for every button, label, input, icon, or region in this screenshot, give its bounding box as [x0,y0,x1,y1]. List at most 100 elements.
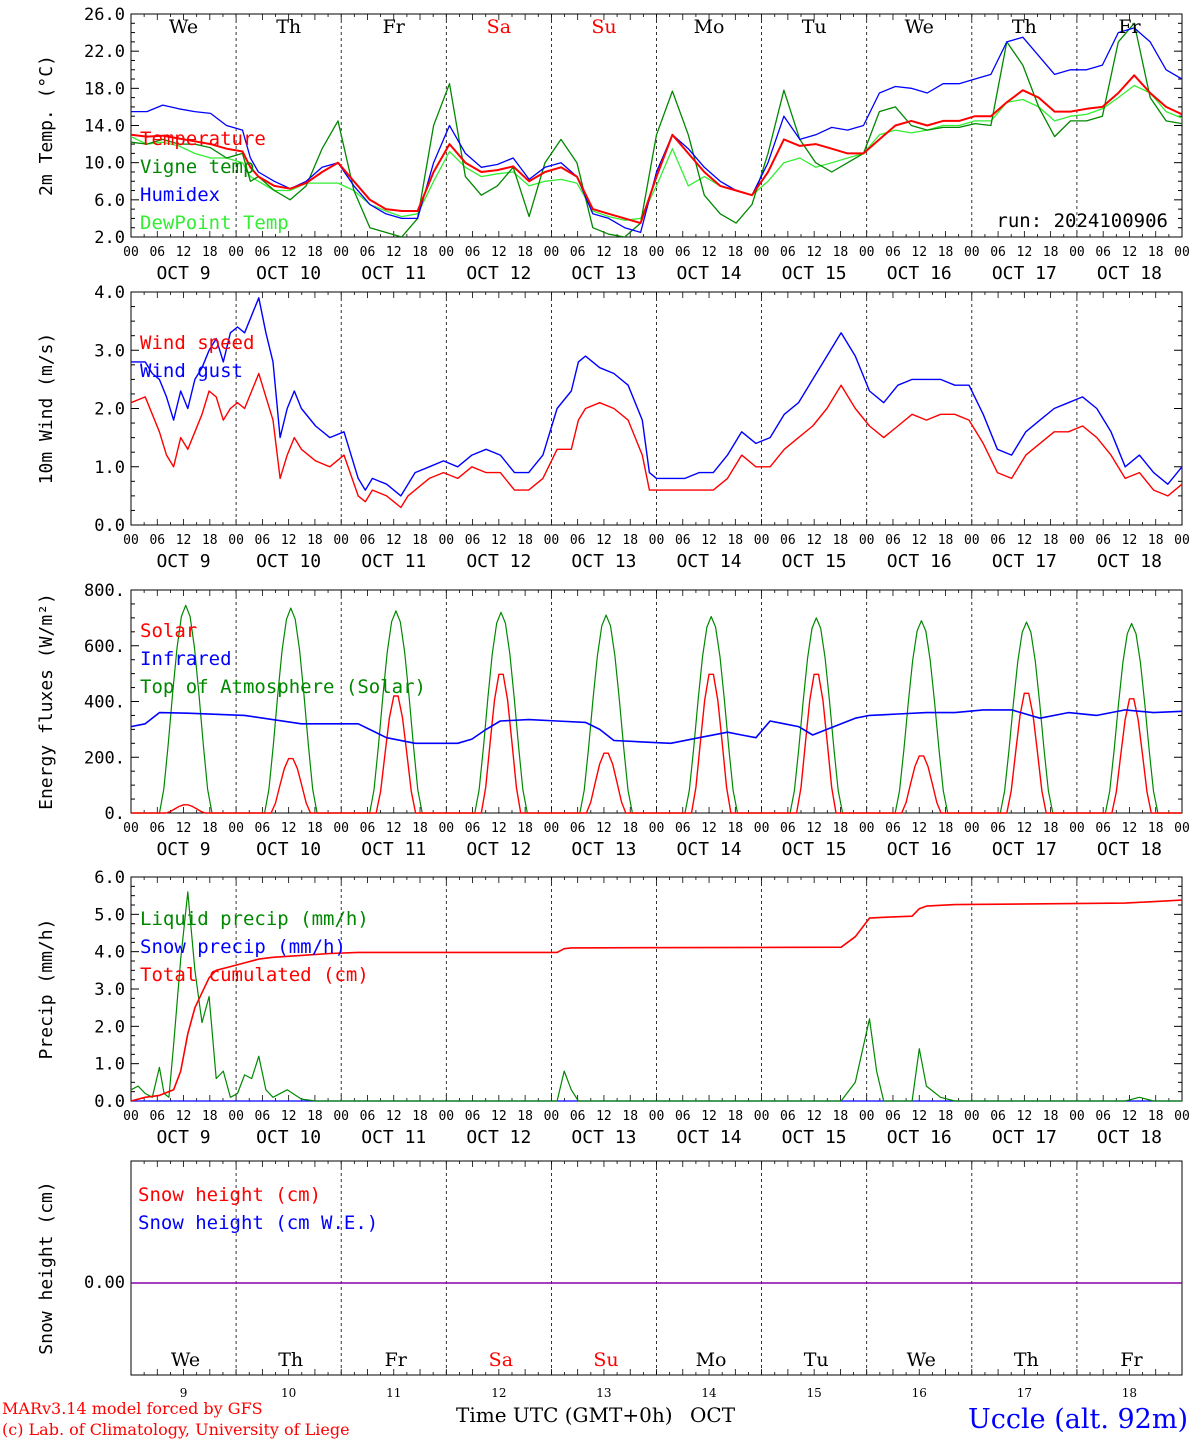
date-label: OCT 18 [1097,1127,1162,1148]
hour-tick-label: 18 [1148,821,1164,836]
hour-tick-label: 12 [596,533,612,548]
hour-tick-label: 18 [412,533,428,548]
hour-tick-label: 06 [675,1109,691,1124]
hour-tick-label: 06 [780,533,796,548]
legend-entry: Humidex [140,184,220,206]
hour-tick-label: 12 [701,1109,717,1124]
panel-snow: 0.00 Snow height (cm) Snow height (cm) Snow… [36,1160,1183,1400]
panel-temp: 2.0 6.0 10.0 14.0 18.0 22.0 26.0 2m Temp. (°C) 0… [36,5,1190,284]
hour-tick-label: 00 [1174,533,1190,548]
hour-tick-label: 12 [1017,245,1033,260]
y-tick-label: 0. [105,804,125,824]
hour-tick-label: 12 [491,533,507,548]
y-tick-label: 26.0 [84,5,125,25]
date-label: OCT 12 [466,263,531,284]
hour-tick-label: 00 [123,821,139,836]
hour-tick-label: 12 [176,245,192,260]
hour-tick-label: 18 [938,821,954,836]
y-tick-label: 3.0 [94,341,125,361]
y-tick-label: 2.0 [94,400,125,420]
day-name: Sa [489,1349,513,1371]
hour-tick-label: 12 [911,821,927,836]
hour-tick-label: 00 [1069,245,1085,260]
hour-tick-label: 00 [859,533,875,548]
date-label: OCT 10 [256,839,321,860]
hour-tick-label: 18 [1043,1109,1059,1124]
hour-tick-label: 00 [333,821,349,836]
hour-tick-label: 18 [833,821,849,836]
day-number: 11 [386,1386,401,1400]
panel-wind: 0.0 1.0 2.0 3.0 4.0 10m Wind (m/s) 00 06 12 18 00 0… [36,283,1190,572]
hour-tick-label: 00 [649,1109,665,1124]
hour-tick-label: 18 [1148,1109,1164,1124]
y-tick-label: 1.0 [94,458,125,478]
y-tick-label: 5.0 [94,905,125,925]
hour-tick-label: 18 [412,245,428,260]
hour-tick-label: 06 [885,245,901,260]
hour-tick-label: 06 [1095,1109,1111,1124]
hour-tick-label: 12 [176,821,192,836]
date-label: OCT 15 [782,839,847,860]
hour-tick-label: 18 [307,821,323,836]
hour-tick-label: 18 [833,245,849,260]
run-label: run: 2024100906 [996,210,1168,232]
hour-tick-label: 12 [491,821,507,836]
date-label: OCT 16 [887,1127,952,1148]
hour-tick-label: 12 [386,533,402,548]
hour-tick-label: 18 [833,533,849,548]
hour-tick-label: 12 [491,245,507,260]
hour-tick-label: 06 [149,821,165,836]
hour-tick-label: 12 [281,533,297,548]
date-label: OCT 15 [782,1127,847,1148]
day-name: Fr [1120,1349,1143,1371]
hour-tick-label: 06 [570,821,586,836]
hour-tick-label: 00 [964,821,980,836]
day-name: Fr [1118,16,1141,38]
hour-tick-label: 06 [570,245,586,260]
hour-tick-label: 18 [938,1109,954,1124]
series-line-wind-gust [131,297,1183,497]
y-axis-label: Precip (mm/h) [36,919,57,1060]
y-tick-label: 18.0 [84,79,125,99]
hour-tick-label: 18 [517,533,533,548]
hour-tick-label: 00 [754,245,770,260]
hour-tick-label: 12 [176,1109,192,1124]
y-tick-label: 10.0 [84,154,125,174]
hour-tick-label: 12 [281,245,297,260]
hour-tick-label: 06 [990,821,1006,836]
date-label: OCT 13 [571,839,636,860]
date-label: OCT 15 [782,263,847,284]
day-number: 14 [701,1386,717,1400]
date-label: OCT 17 [992,551,1057,572]
day-name: Su [593,1349,618,1371]
y-tick-label: 3.0 [94,980,125,1000]
hour-tick-label: 18 [517,821,533,836]
hour-tick-label: 18 [1148,245,1164,260]
hour-tick-label: 06 [570,533,586,548]
hour-tick-label: 18 [517,245,533,260]
panel-frame [130,13,1183,238]
day-number: 15 [807,1386,822,1400]
date-label: OCT 15 [782,551,847,572]
day-number: 13 [596,1386,611,1400]
hour-tick-label: 18 [1043,533,1059,548]
hour-tick-label: 00 [649,821,665,836]
y-tick-label: 4.0 [94,283,125,303]
hour-tick-label: 12 [386,1109,402,1124]
panel-frame [130,589,1183,814]
series-line-vigne-temp [131,22,1182,237]
hour-tick-label: 06 [885,1109,901,1124]
hour-tick-label: 00 [438,533,454,548]
hour-tick-label: 00 [228,533,244,548]
x-axis-label: Time UTC (GMT+0h) [456,1403,673,1427]
date-label: OCT 13 [571,551,636,572]
hour-tick-label: 00 [544,821,560,836]
hour-tick-label: 00 [438,1109,454,1124]
hour-tick-label: 00 [544,1109,560,1124]
hour-tick-label: 06 [990,1109,1006,1124]
hour-tick-label: 18 [727,821,743,836]
hour-tick-label: 18 [938,245,954,260]
hour-tick-label: 06 [360,245,376,260]
y-axis-label: 2m Temp. (°C) [36,55,57,196]
day-name: Fr [383,16,406,38]
